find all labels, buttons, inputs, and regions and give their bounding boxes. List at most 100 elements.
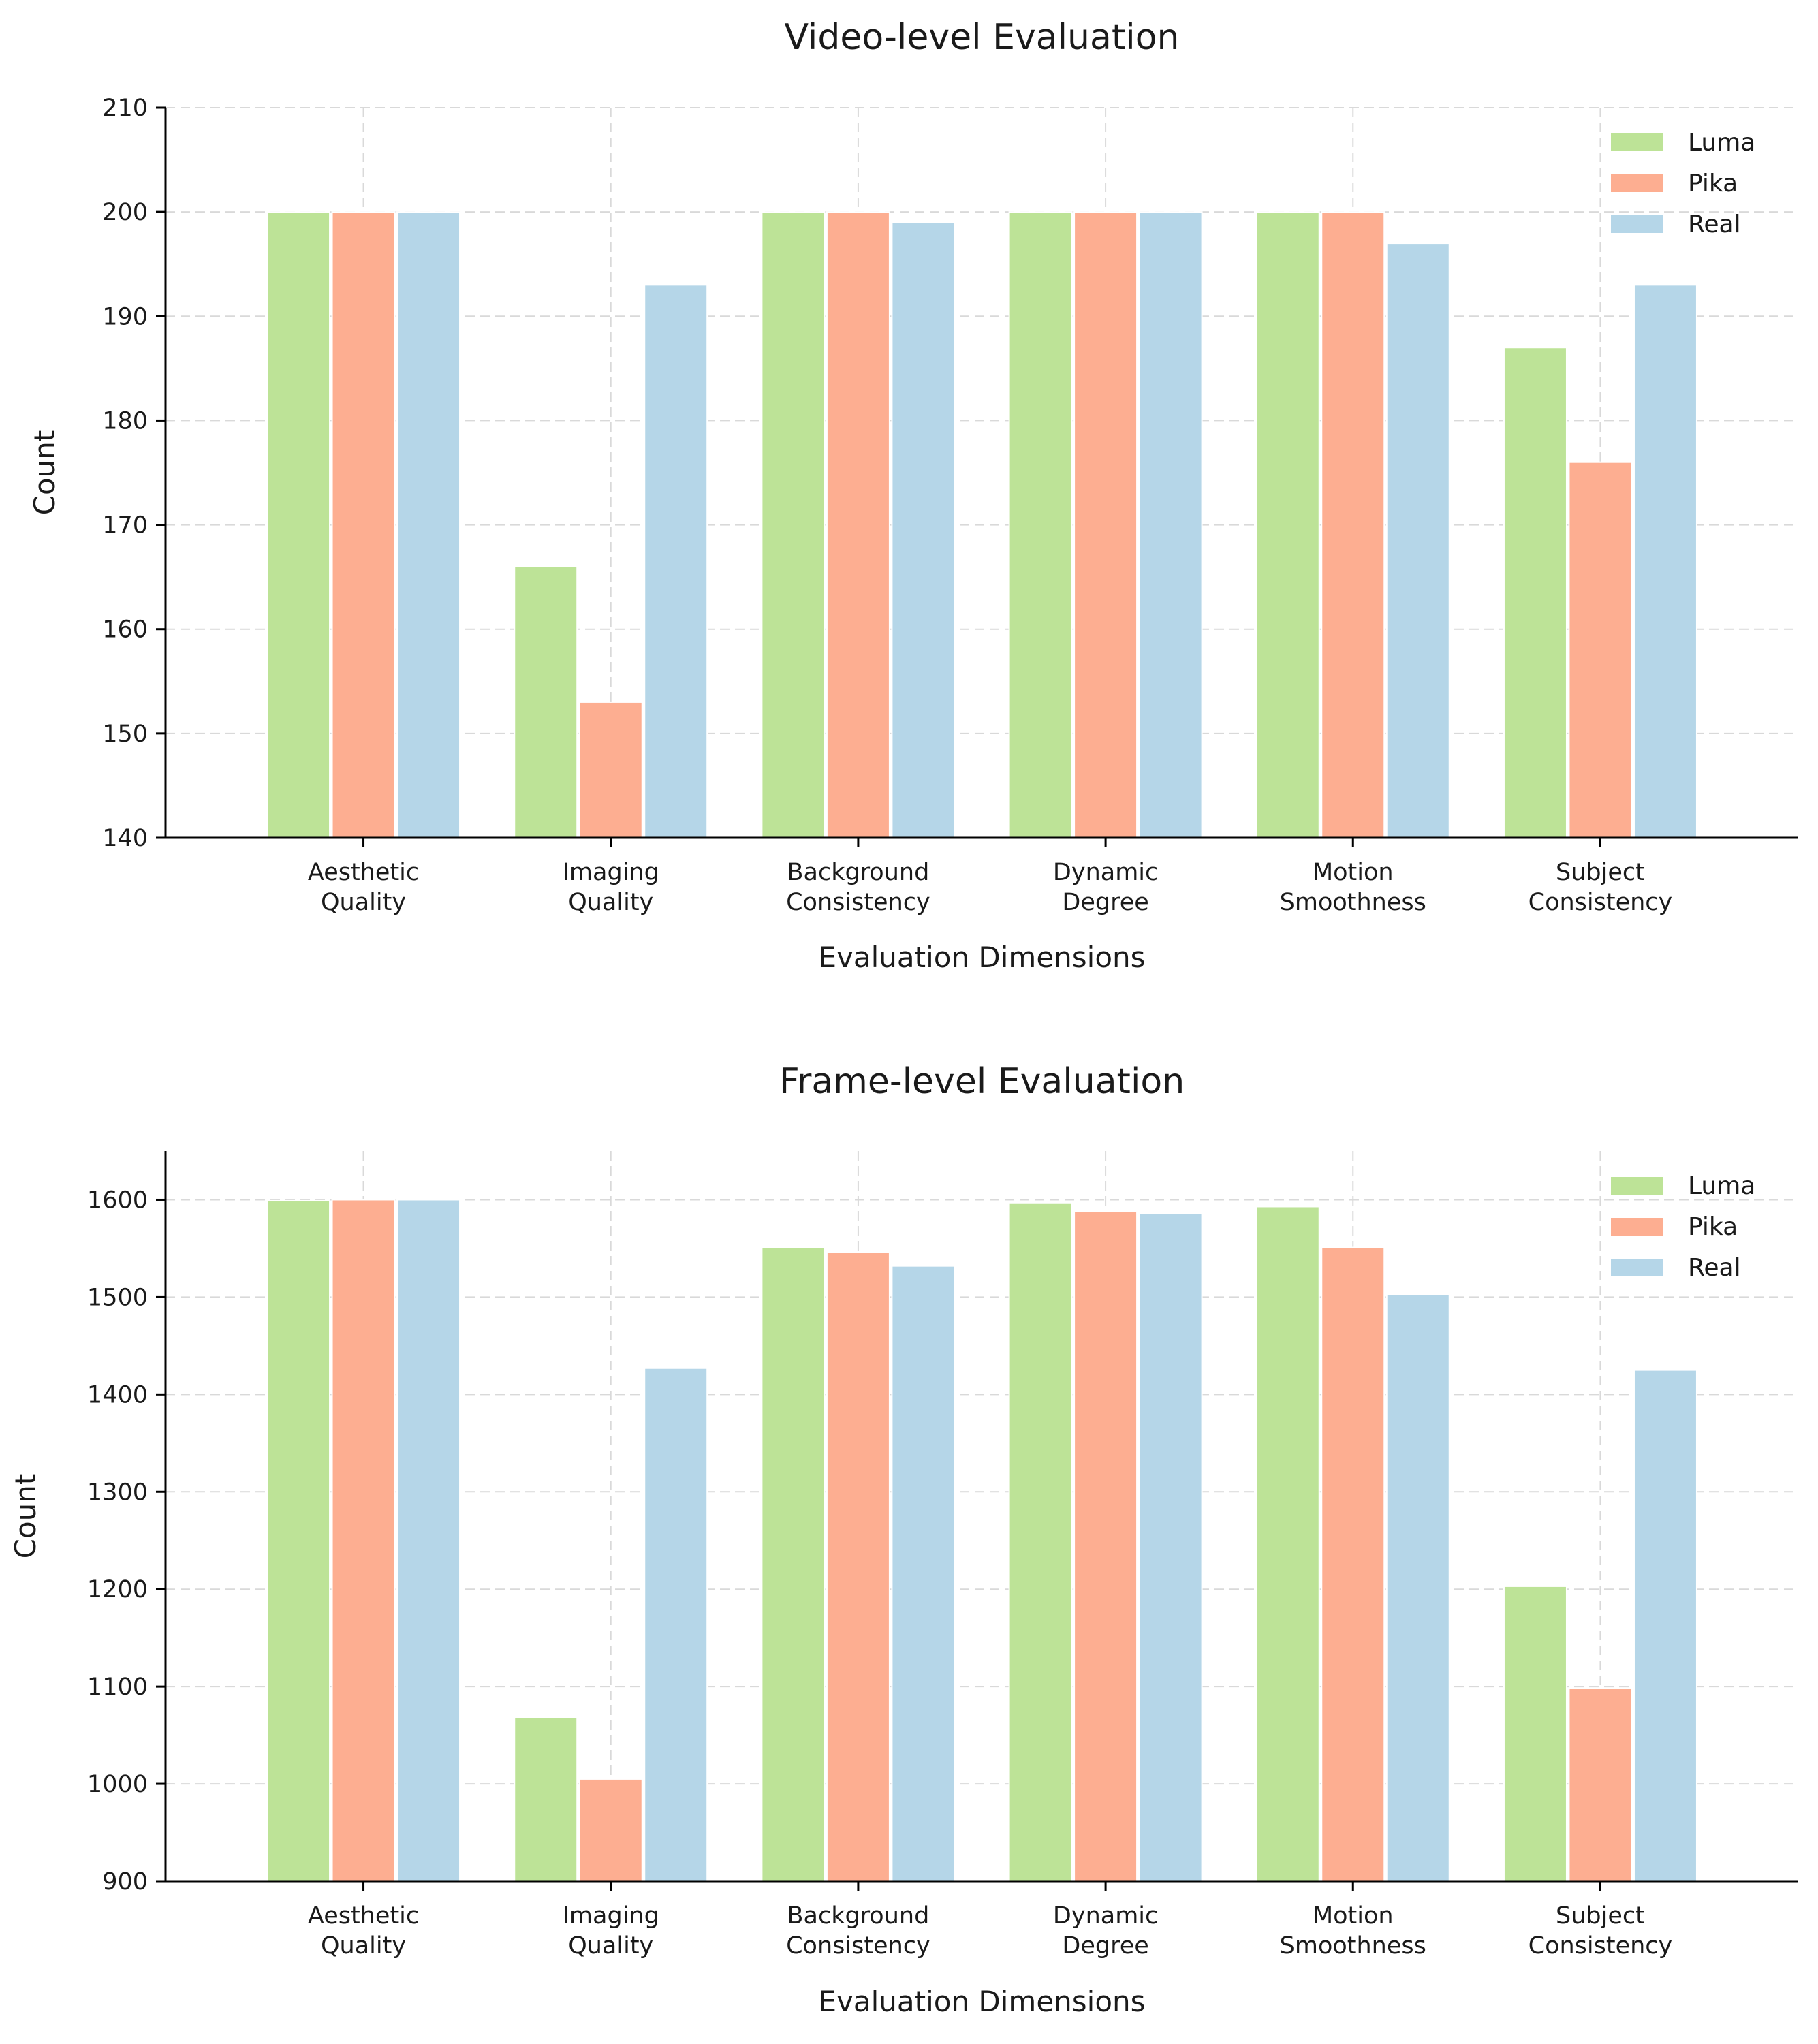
bar-pika [578,701,643,839]
y-tick-label: 1300 [87,1479,148,1506]
x-tick-label-line1: Imaging [563,859,659,886]
chart-title: Video-level Evaluation [785,17,1180,58]
bar-pika [331,211,396,838]
legend-swatch-pika [1611,1218,1663,1236]
bar-real [396,1199,461,1882]
y-tick-label: 170 [102,512,148,539]
x-tick-label-line2: Consistency [1529,1932,1673,1960]
legend-label-luma: Luma [1688,1172,1755,1200]
x-tick-label-line1: Subject [1556,859,1645,886]
x-tick-label-line1: Aesthetic [308,1902,419,1930]
y-axis-label: Count [28,430,61,516]
bars [266,211,1697,839]
x-tick-label-line1: Dynamic [1053,859,1158,886]
bar-real [1138,1212,1203,1882]
bar-luma [266,1199,331,1882]
bar-pika [1568,461,1633,838]
legend-label-real: Real [1688,210,1741,238]
x-tick-label-line1: Motion [1313,859,1394,886]
bars [266,1199,1697,1883]
y-tick-label: 140 [102,825,148,852]
bar-luma [761,211,826,838]
bar-real [1633,284,1697,839]
y-tick-label: 190 [102,303,148,330]
y-tick-label: 180 [102,407,148,435]
x-tick-label-line2: Consistency [1529,889,1673,916]
bar-real [891,1265,956,1883]
x-tick-label-line2: Quality [321,1932,406,1960]
bar-luma [1503,1585,1567,1883]
x-tick-label-line1: Subject [1556,1902,1645,1930]
y-tick-label: 1100 [87,1673,148,1701]
bar-luma [514,1716,578,1883]
bar-pika [331,1199,396,1882]
legend: Luma Pika Real [1611,1172,1755,1282]
legend: Luma Pika Real [1611,129,1755,238]
x-tick-label-line2: Quality [568,889,653,916]
bar-real [1385,242,1450,839]
chart-frame-level: 900 1000 1100 1200 1300 1400 1500 1600 Aesthetic… [9,1061,1798,2018]
bar-luma [266,211,331,838]
legend-label-pika: Pika [1688,170,1738,198]
bar-real [644,284,708,839]
x-tick-label-line1: Motion [1313,1902,1394,1930]
x-tick-label-line2: Smoothness [1280,1932,1426,1960]
x-tick-label-line1: Aesthetic [308,859,419,886]
x-axis-label: Evaluation Dimensions [818,941,1145,974]
y-tick-label: 150 [102,721,148,748]
bar-pika [1321,211,1385,838]
y-axis-label: Count [9,1474,42,1559]
bar-pika [578,1778,643,1882]
legend-label-real: Real [1688,1254,1741,1282]
bar-real [1385,1293,1450,1883]
legend-swatch-real [1611,215,1663,233]
bar-real [1138,211,1203,838]
bar-real [1633,1369,1697,1882]
y-tick-label: 900 [102,1868,148,1896]
y-tick-label: 160 [102,616,148,644]
bar-real [891,221,956,838]
x-axis-label: Evaluation Dimensions [818,1985,1145,2018]
bar-pika [826,211,890,838]
bar-luma [1008,211,1073,838]
x-tick-label-line1: Imaging [563,1902,659,1930]
bar-luma [1008,1201,1073,1882]
y-tick-label: 1200 [87,1576,148,1603]
bar-real [644,1367,708,1882]
x-tick-label-line2: Consistency [786,1932,930,1960]
chart-title: Frame-level Evaluation [779,1061,1185,1102]
y-tick-label: 1500 [87,1284,148,1311]
y-tick-label: 1600 [87,1186,148,1214]
x-tick-label-line1: Dynamic [1053,1902,1158,1930]
legend-label-pika: Pika [1688,1213,1738,1241]
y-tick-label: 210 [102,95,148,122]
bar-luma [514,565,578,838]
legend-swatch-luma [1611,1177,1663,1195]
bar-pika [1073,1210,1138,1882]
x-tick-label-line2: Consistency [786,889,930,916]
x-tick-label-line2: Quality [568,1932,653,1960]
x-tick-label-line2: Smoothness [1280,889,1426,916]
y-tick-label: 1400 [87,1381,148,1409]
legend-swatch-pika [1611,174,1663,192]
y-tick-label: 1000 [87,1771,148,1798]
bar-pika [826,1251,890,1882]
bar-real [396,211,461,838]
legend-label-luma: Luma [1688,129,1755,157]
x-tick-label-line2: Quality [321,889,406,916]
bar-pika [1568,1687,1633,1882]
x-tick-label-line1: Background [787,1902,930,1930]
bar-luma [761,1246,826,1882]
bar-luma [1255,211,1320,838]
y-tick-label: 200 [102,199,148,226]
chart-video-level: 140 150 160 170 180 190 200 210 Aesthetic Quality… [28,17,1798,974]
legend-swatch-real [1611,1259,1663,1276]
bar-luma [1255,1206,1320,1883]
bar-pika [1321,1246,1385,1882]
legend-swatch-luma [1611,133,1663,151]
x-tick-label-line2: Degree [1062,889,1148,916]
x-tick-label-line1: Background [787,859,930,886]
x-tick-label-line2: Degree [1062,1932,1148,1960]
bar-luma [1503,347,1567,838]
